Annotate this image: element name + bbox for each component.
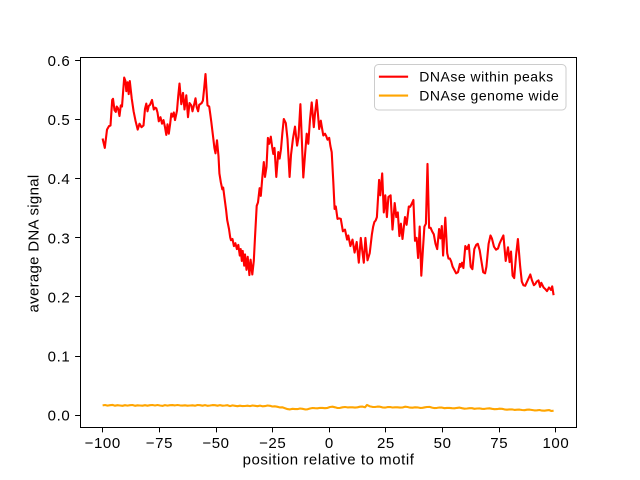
svg-text:0: 0 [325,435,334,452]
svg-text:0.3: 0.3 [48,230,71,247]
svg-text:100: 100 [542,435,569,452]
svg-text:0.1: 0.1 [48,349,71,366]
svg-text:average DNA signal: average DNA signal [26,175,43,313]
svg-text:50: 50 [434,435,452,452]
svg-text:0.5: 0.5 [48,112,71,129]
svg-text:position relative to motif: position relative to motif [243,452,415,469]
svg-text:0.6: 0.6 [48,53,71,70]
svg-text:−25: −25 [259,435,286,452]
svg-text:75: 75 [490,435,508,452]
svg-text:DNAse genome wide: DNAse genome wide [419,88,559,104]
svg-text:0.0: 0.0 [48,408,71,425]
svg-text:DNAse within peaks: DNAse within peaks [419,69,553,85]
svg-text:25: 25 [377,435,395,452]
svg-text:0.4: 0.4 [48,171,71,188]
svg-text:−75: −75 [146,435,173,452]
svg-text:−50: −50 [202,435,229,452]
svg-text:−100: −100 [85,435,121,452]
svg-text:0.2: 0.2 [48,289,71,306]
